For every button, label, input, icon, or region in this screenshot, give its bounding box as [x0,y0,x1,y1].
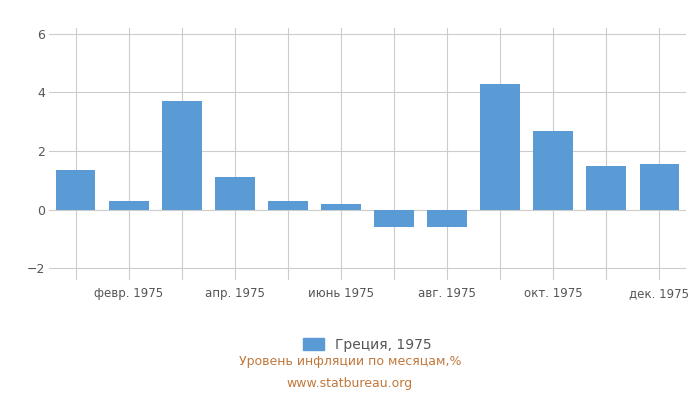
Bar [480,84,520,210]
Text: Уровень инфляции по месяцам,%: Уровень инфляции по месяцам,% [239,356,461,368]
Bar [427,210,467,227]
Bar [215,178,255,210]
Bar [268,201,308,210]
Bar [55,170,95,210]
Bar [533,130,573,210]
Bar [321,204,361,210]
Bar [587,166,626,210]
Bar [108,201,148,210]
Bar [640,164,680,210]
Bar [374,210,414,227]
Legend: Греция, 1975: Греция, 1975 [298,332,438,358]
Bar [162,101,202,210]
Text: www.statbureau.org: www.statbureau.org [287,378,413,390]
